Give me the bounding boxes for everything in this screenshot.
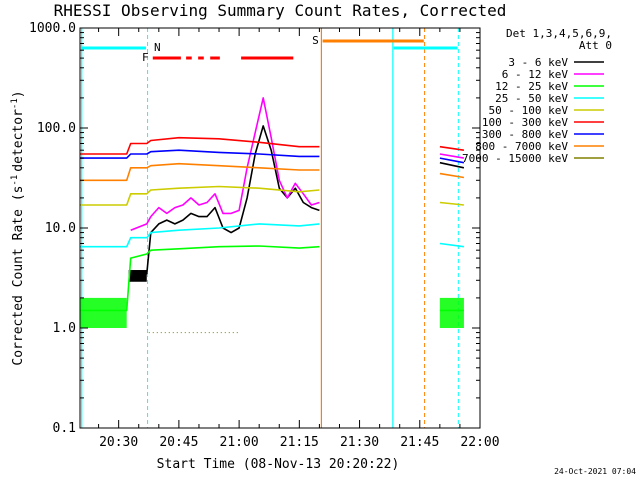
legend-label-5: 100 - 300 keV: [482, 116, 568, 129]
band-3-6-pre: [128, 270, 147, 282]
legend-label-6: 300 - 800 keV: [482, 128, 568, 141]
legend-label-1: 6 - 12 keV: [502, 68, 569, 81]
series-1-line-1: [439, 153, 465, 159]
y-axis-label-unit: detector: [11, 109, 26, 172]
y-axis-label-sup-2: -1: [10, 98, 20, 109]
y-axis-label-main: Corrected Count Rate (s: [11, 186, 26, 366]
series-2-line-0: [80, 245, 320, 312]
legend-header-line2: Att 0: [579, 39, 612, 52]
x-axis-label: Start Time (08-Nov-13 20:20:22): [157, 457, 400, 472]
x-tick-label-0: 20:30: [99, 435, 138, 450]
annotation-n: N: [154, 41, 161, 54]
series-0-line-1: [439, 161, 465, 169]
y-tick-label-4: 1000.0: [29, 21, 76, 36]
series-5-line-1: [439, 145, 465, 151]
series-6-line-1: [439, 157, 465, 164]
annotation-s: S: [312, 34, 319, 47]
y-tick-label-0: 0.1: [53, 421, 76, 436]
band-12-25-pre: [80, 297, 127, 328]
series-5-line-0: [80, 136, 320, 155]
y-tick-label-3: 100.0: [37, 121, 76, 136]
series-6-line-0: [80, 149, 320, 159]
band-12-25-post: [439, 297, 464, 328]
y-axis-label-close: ): [11, 90, 26, 98]
x-tick-label-6: 22:00: [460, 435, 499, 450]
legend-label-0: 3 - 6 keV: [508, 56, 568, 69]
x-tick-label-1: 20:45: [159, 435, 198, 450]
legend-label-2: 12 - 25 keV: [495, 80, 568, 93]
series-4-line-1: [439, 201, 464, 206]
x-tick-label-2: 21:00: [220, 435, 259, 450]
legend-label-4: 50 - 100 keV: [489, 104, 569, 117]
y-tick-label-2: 10.0: [45, 221, 76, 236]
chart-title: RHESSI Observing Summary Count Rates, Co…: [54, 1, 507, 20]
legend-label-7: 800 - 7000 keV: [475, 140, 568, 153]
legend-label-8: 7000 - 15000 keV: [462, 152, 568, 165]
x-tick-label-5: 21:45: [400, 435, 439, 450]
legend-header-line1: Det 1,3,4,5,6,9,: [506, 27, 612, 40]
annotation-f: F: [142, 51, 149, 64]
series-1-line-0: [130, 97, 320, 231]
plot-area: NF S: [80, 28, 465, 428]
legend-label-3: 25 - 50 keV: [495, 92, 568, 105]
y-axis-label: Corrected Count Rate (s-1detector-1): [10, 90, 26, 365]
x-tick-label-3: 21:15: [280, 435, 319, 450]
series-7-line-1: [439, 172, 465, 179]
y-tick-label-1: 1.0: [53, 321, 76, 336]
y-axis-label-sup: -1: [10, 175, 20, 186]
axes: 0.1 1.0 10.0 100.0 1000.0 20:30 20:45 21:00 21:1…: [29, 21, 500, 450]
series-7-line-0: [80, 162, 320, 182]
footer-timestamp: 24-Oct-2021 07:04: [554, 467, 636, 476]
series-3-line-1: [439, 242, 465, 248]
series-4-line-0: [80, 185, 320, 206]
series-3-line-0: [80, 223, 320, 248]
x-tick-label-4: 21:30: [340, 435, 379, 450]
